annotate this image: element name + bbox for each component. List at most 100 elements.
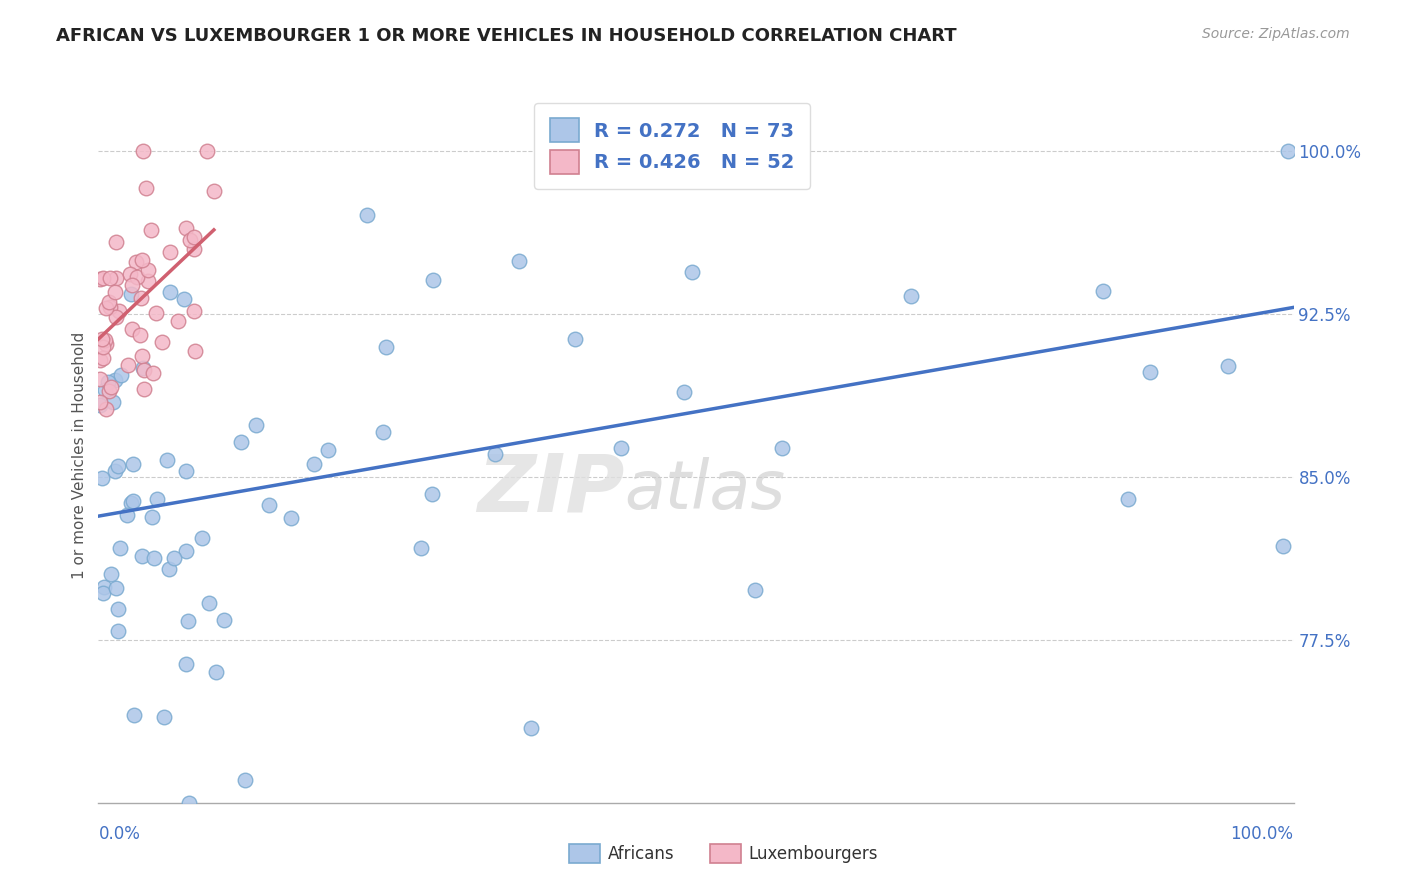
Point	[105, 582, 128, 596]
Point	[101, 395, 124, 409]
Text: AFRICAN VS LUXEMBOURGER 1 OR MORE VEHICLES IN HOUSEHOLD CORRELATION CHART: AFRICAN VS LUXEMBOURGER 1 OR MORE VEHICL…	[56, 27, 957, 45]
Text: Source: ZipAtlas.com: Source: ZipAtlas.com	[1202, 27, 1350, 41]
Point	[108, 541, 131, 555]
Point	[122, 708, 145, 723]
Point	[89, 353, 111, 368]
Point	[152, 710, 174, 724]
Point	[132, 363, 155, 377]
Point	[191, 531, 214, 545]
Point	[104, 285, 127, 299]
Point	[156, 452, 179, 467]
Point	[121, 322, 143, 336]
Point	[96, 336, 118, 351]
Point	[145, 306, 167, 320]
Point	[136, 263, 159, 277]
Point	[174, 221, 197, 235]
Point	[1271, 539, 1294, 553]
Point	[98, 270, 121, 285]
Text: Africans: Africans	[607, 845, 673, 863]
Point	[179, 233, 201, 247]
Point	[115, 508, 138, 523]
Point	[183, 230, 205, 244]
Point	[127, 269, 149, 284]
Point	[371, 425, 394, 440]
Point	[105, 310, 128, 324]
Point	[229, 435, 252, 450]
Point	[900, 288, 922, 302]
Text: 100.0%: 100.0%	[1230, 825, 1294, 843]
Legend: R = 0.272   N = 73, R = 0.426   N = 52: R = 0.272 N = 73, R = 0.426 N = 52	[534, 103, 810, 189]
Point	[97, 375, 120, 389]
Point	[94, 402, 117, 417]
Text: atlas: atlas	[624, 457, 786, 523]
Point	[94, 383, 117, 397]
Point	[93, 351, 115, 365]
Point	[157, 562, 180, 576]
Point	[125, 255, 148, 269]
Point	[94, 301, 117, 315]
Point	[131, 549, 153, 563]
Point	[142, 551, 165, 566]
Point	[612, 144, 634, 158]
Text: ZIP: ZIP	[477, 450, 624, 529]
Point	[245, 417, 267, 432]
Point	[159, 285, 181, 300]
Point	[145, 491, 167, 506]
Point	[90, 471, 112, 485]
Point	[98, 300, 121, 314]
Point	[520, 722, 543, 736]
Point	[564, 332, 586, 346]
Point	[177, 615, 200, 629]
Point	[744, 582, 766, 597]
Point	[131, 144, 153, 158]
Point	[184, 343, 207, 358]
Point	[356, 208, 378, 222]
Point	[110, 368, 132, 382]
Point	[177, 796, 200, 810]
Point	[141, 510, 163, 524]
Point	[375, 340, 398, 354]
Point	[1277, 144, 1299, 158]
Point	[108, 303, 131, 318]
Point	[93, 333, 115, 347]
Point	[422, 273, 444, 287]
Point	[107, 459, 129, 474]
Point	[98, 294, 121, 309]
Y-axis label: 1 or more Vehicles in Household: 1 or more Vehicles in Household	[72, 331, 87, 579]
Point	[120, 496, 142, 510]
Point	[1091, 284, 1114, 298]
Point	[195, 144, 218, 158]
Point	[107, 601, 129, 615]
Point	[163, 550, 186, 565]
Text: Luxembourgers: Luxembourgers	[748, 845, 877, 863]
Point	[484, 447, 506, 461]
Point	[132, 382, 155, 396]
Point	[129, 328, 152, 343]
Point	[1218, 359, 1240, 374]
Point	[214, 614, 236, 628]
Point	[121, 277, 143, 292]
Point	[508, 253, 530, 268]
Point	[104, 271, 127, 285]
Point	[173, 292, 195, 306]
Point	[131, 253, 153, 268]
Point	[120, 287, 142, 301]
Point	[139, 222, 162, 236]
Point	[174, 657, 197, 671]
Point	[104, 235, 127, 249]
Point	[100, 380, 122, 394]
Point	[117, 358, 139, 372]
Point	[100, 566, 122, 581]
Point	[104, 464, 127, 478]
Point	[183, 242, 205, 256]
Point	[610, 441, 633, 455]
Point	[91, 585, 114, 599]
Point	[91, 340, 114, 354]
Point	[98, 384, 121, 398]
Point	[174, 544, 197, 558]
Point	[93, 580, 115, 594]
Point	[183, 304, 205, 318]
Point	[302, 457, 325, 471]
Point	[159, 245, 181, 260]
Point	[89, 372, 111, 386]
